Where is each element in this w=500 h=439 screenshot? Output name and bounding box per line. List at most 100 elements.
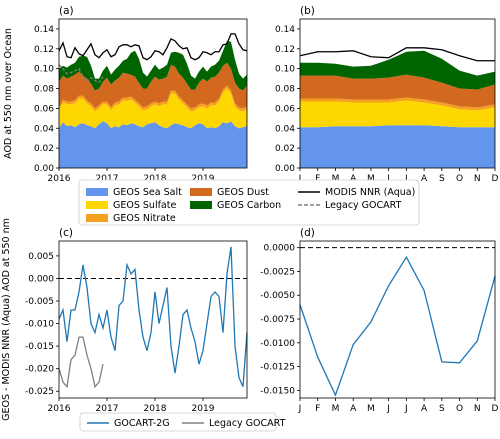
legend-swatch-geos-sulfate bbox=[86, 201, 108, 209]
x-tick-label: J bbox=[404, 174, 408, 184]
x-tick-label: J bbox=[404, 404, 408, 414]
axes-frame bbox=[58, 18, 248, 169]
x-tick-label: S bbox=[439, 404, 445, 414]
c-line-gocart-2g bbox=[58, 246, 248, 387]
legend-box bbox=[79, 412, 277, 432]
panel-d: 0.0000 -0.0025 -0.0050 -0.0075 -0.0100 -0.012… bbox=[260, 227, 498, 414]
a-line-legacy-gocart bbox=[58, 64, 104, 84]
y-axis-label: GEOS - MODIS NNR (Aqua) AOD at 550 nm bbox=[1, 218, 12, 421]
x-tick-label: A bbox=[350, 174, 357, 184]
x-tick-label: F bbox=[315, 404, 320, 414]
x-tick-label: 2016 bbox=[48, 404, 71, 414]
x-tick-label: F bbox=[315, 174, 320, 184]
legend-label-geos-dust: GEOS Dust bbox=[217, 187, 269, 198]
legend-label-legacy-gocart: Legacy GOCART bbox=[325, 200, 402, 211]
a-area-geos-sulfate bbox=[59, 88, 247, 129]
legend-bottom: GOCART-2G Legacy GOCART bbox=[79, 412, 286, 432]
y-tick-label: -0.010 bbox=[25, 320, 54, 330]
panel-b: 0.000.020.040.060.080.100.120.14J F M A M J J A… bbox=[275, 5, 499, 184]
y-tick-label: -0.0125 bbox=[260, 363, 295, 373]
x-tick-label: J bbox=[298, 174, 302, 184]
y-tick-label: -0.0100 bbox=[260, 339, 295, 349]
x-tick-label: 2018 bbox=[144, 174, 167, 184]
c-line-legacy-gocart bbox=[58, 336, 104, 389]
y-tick-label: -0.025 bbox=[25, 387, 54, 397]
panel-c: 0.005 0.000 -0.005 -0.010 -0.015 -0.020 -0.025… bbox=[1, 218, 248, 421]
x-tick-label: 2019 bbox=[192, 174, 215, 184]
y-tick-label: 0.08 bbox=[275, 85, 295, 95]
b-area-geos-sulfate bbox=[300, 100, 495, 128]
b-area-geos-dust bbox=[300, 74, 495, 108]
b-line-modis-nnr-aqua- bbox=[299, 47, 495, 62]
y-tick-label: -0.0075 bbox=[260, 315, 295, 325]
axes-frame bbox=[299, 18, 496, 169]
panel-label: (c) bbox=[59, 227, 73, 239]
y-tick-label: -0.0150 bbox=[260, 386, 295, 396]
x-tick-label: M bbox=[367, 404, 375, 414]
y-tick-label: 0.005 bbox=[28, 252, 54, 262]
legend-label-legacy-gocart: Legacy GOCART bbox=[209, 418, 286, 429]
x-tick-label: A bbox=[421, 174, 428, 184]
d-line-gocart-2g bbox=[299, 255, 496, 397]
y-tick-label: 0.10 bbox=[275, 65, 295, 75]
y-tick-label: 0.00 bbox=[275, 164, 295, 174]
panel-label: (b) bbox=[300, 5, 315, 17]
x-tick-label: J bbox=[386, 404, 390, 414]
x-tick-label: J bbox=[386, 174, 390, 184]
y-tick-label: 0.10 bbox=[34, 65, 54, 75]
panel-label: (d) bbox=[300, 227, 315, 239]
x-tick-label: 2018 bbox=[144, 404, 167, 414]
y-tick-label: -0.015 bbox=[25, 342, 54, 352]
legend-label-geos-sulfate: GEOS Sulfate bbox=[113, 200, 176, 211]
y-tick-label: 0.00 bbox=[34, 164, 54, 174]
x-tick-label: M bbox=[367, 174, 375, 184]
x-tick-label: 2017 bbox=[96, 174, 119, 184]
panel-a: 0.00 0.02 0.04 0.06 0.08 0.10 0.12 0.14 2016 2017… bbox=[3, 5, 248, 184]
y-tick-label: 0.0000 bbox=[264, 244, 296, 254]
y-tick-label: 0.06 bbox=[34, 104, 54, 114]
axes-frame bbox=[58, 240, 248, 399]
a-area-geos-carbon bbox=[59, 40, 247, 91]
b-area-geos-sea-salt bbox=[300, 125, 495, 168]
legend-box bbox=[78, 179, 420, 226]
legend-top: GEOS Sea Salt GEOS Sulfate GEOS Nitrate GEO… bbox=[78, 179, 420, 226]
x-tick-label: N bbox=[474, 174, 481, 184]
panel-label: (a) bbox=[59, 5, 74, 17]
x-tick-label: A bbox=[350, 404, 357, 414]
y-tick-label: 0.04 bbox=[275, 124, 295, 134]
legend-label-geos-nitrate: GEOS Nitrate bbox=[113, 213, 176, 224]
y-tick-label: -0.020 bbox=[25, 365, 54, 375]
y-tick-label: 0.02 bbox=[275, 144, 295, 154]
x-tick-label: N bbox=[474, 404, 481, 414]
a-area-geos-nitrate bbox=[59, 85, 247, 112]
legend-swatch-geos-dust bbox=[190, 188, 212, 196]
legend-label-geos-carbon: GEOS Carbon bbox=[217, 200, 281, 211]
y-axis-label: AOD at 550 nm over Ocean bbox=[3, 28, 14, 159]
y-tick-label: 0.14 bbox=[275, 25, 295, 35]
y-tick-label: 0.08 bbox=[34, 85, 54, 95]
legend-swatch-geos-carbon bbox=[190, 201, 212, 209]
y-tick-label: 0.04 bbox=[34, 124, 54, 134]
legend-label-modis-nnr-aqua-: MODIS NNR (Aqua) bbox=[325, 187, 415, 198]
legend-swatch-geos-sea-salt bbox=[86, 188, 108, 196]
x-tick-label: O bbox=[456, 174, 463, 184]
x-tick-label: O bbox=[456, 404, 463, 414]
y-tick-label: 0.06 bbox=[275, 104, 295, 114]
x-tick-label: J bbox=[298, 404, 302, 414]
x-tick-label: D bbox=[492, 174, 499, 184]
legend-label-gocart-2g: GOCART-2G bbox=[114, 418, 170, 429]
a-area-geos-dust bbox=[59, 62, 247, 109]
y-tick-label: 0.12 bbox=[34, 45, 54, 55]
x-tick-label: 2019 bbox=[192, 404, 215, 414]
y-tick-label: 0.14 bbox=[34, 25, 54, 35]
a-area-geos-sea-salt bbox=[59, 121, 247, 168]
x-tick-label: S bbox=[439, 174, 445, 184]
x-tick-label: D bbox=[492, 404, 499, 414]
x-tick-label: M bbox=[332, 174, 340, 184]
b-area-geos-carbon bbox=[300, 50, 495, 90]
legend-swatch-geos-nitrate bbox=[86, 214, 108, 222]
y-tick-label: 0.000 bbox=[28, 274, 54, 284]
axes-frame bbox=[299, 240, 496, 399]
y-tick-label: -0.0025 bbox=[260, 267, 295, 277]
